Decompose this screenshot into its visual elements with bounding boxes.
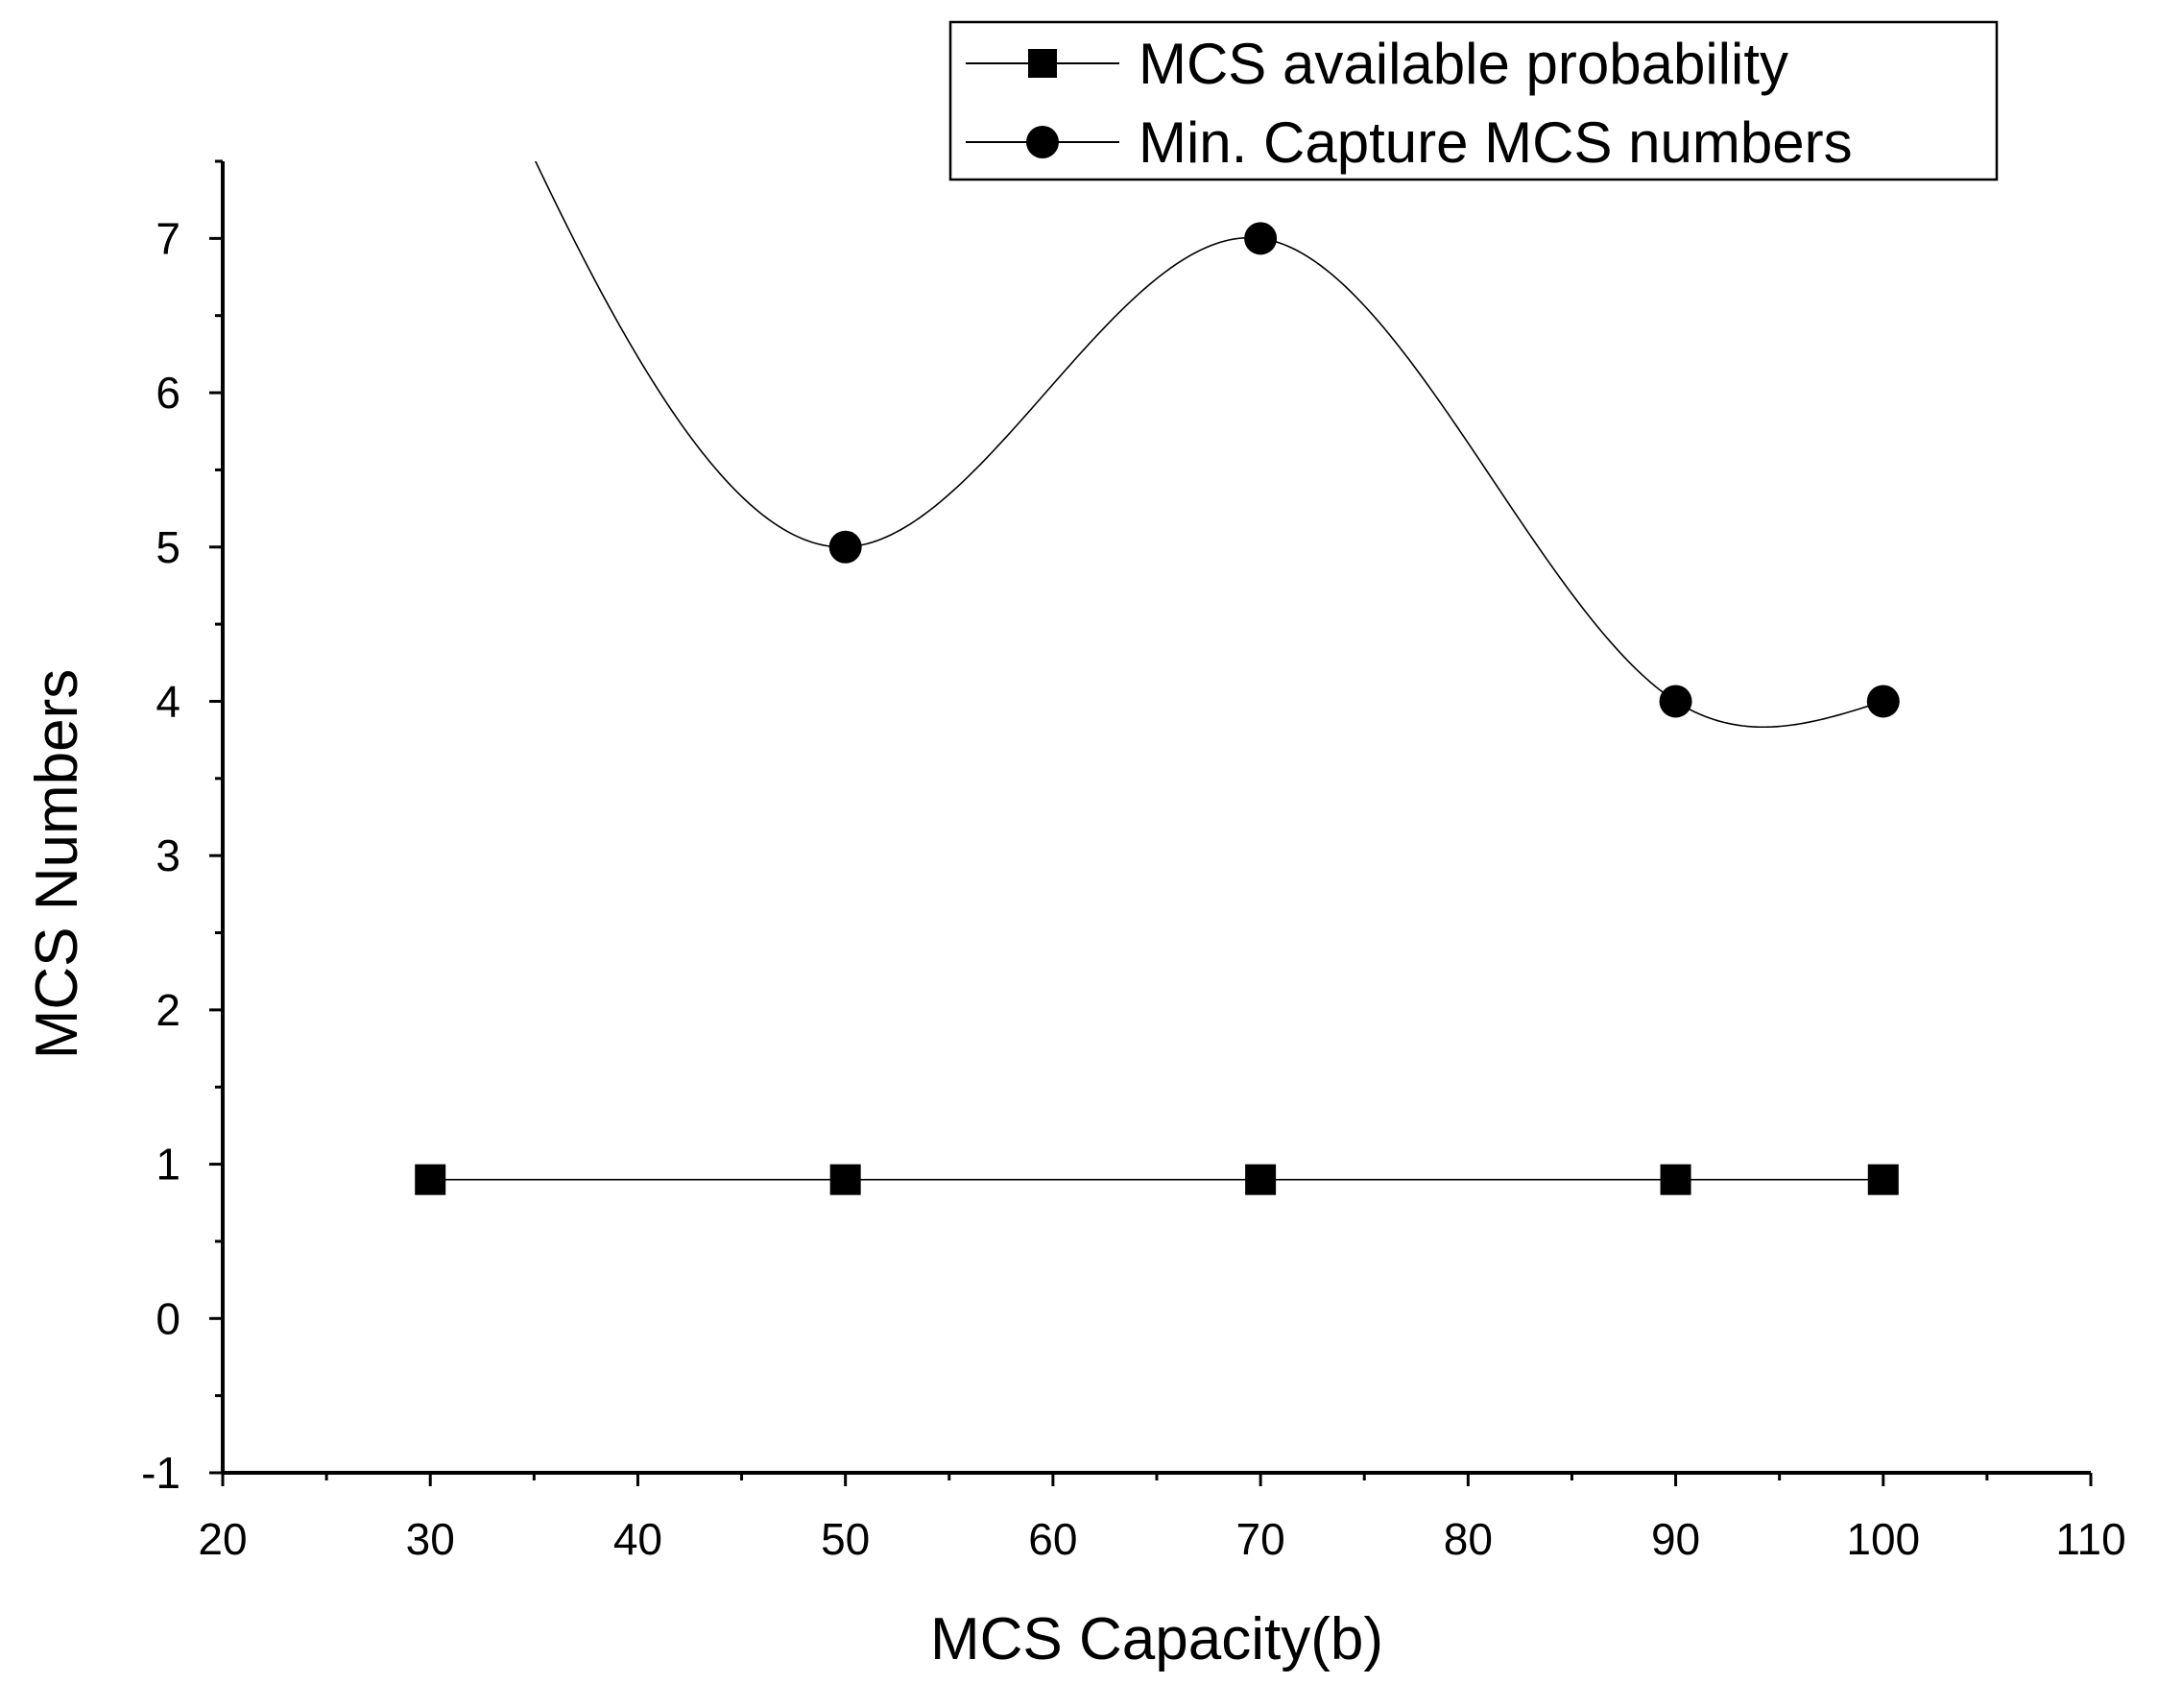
x-tick-label: 20	[198, 1514, 247, 1564]
y-axis-title: MCS Numbers	[24, 669, 90, 1060]
y-tick-label: 1	[156, 1140, 180, 1190]
circle-marker	[1244, 222, 1278, 255]
y-tick-label: 0	[156, 1293, 180, 1343]
y-tick-label: -1	[141, 1448, 180, 1498]
square-marker	[1867, 1164, 1899, 1195]
series-markers	[415, 222, 1900, 1195]
y-tick-label: 2	[156, 985, 180, 1035]
square-marker	[1660, 1164, 1691, 1195]
y-tick-label: 5	[156, 522, 180, 572]
circle-marker	[828, 530, 862, 564]
legend-label-circle: Min. Capture MCS numbers	[1139, 110, 1853, 175]
legend-square-marker	[1028, 49, 1057, 78]
circle-marker	[1659, 685, 1692, 718]
square-marker	[829, 1164, 861, 1195]
y-tick-label: 7	[156, 213, 180, 263]
y-tick-label: 3	[156, 830, 180, 880]
axes	[221, 161, 2091, 1475]
square-marker	[415, 1164, 446, 1195]
x-tick-label: 40	[613, 1514, 662, 1564]
x-axis-title: MCS Capacity(b)	[930, 1606, 1383, 1672]
plot-area	[415, 161, 1900, 1195]
y-tick-label: 4	[156, 676, 180, 726]
series-line-1	[534, 161, 1884, 729]
x-tick-label: 90	[1651, 1514, 1700, 1564]
x-tick-label: 100	[1846, 1514, 1920, 1564]
x-tick-label: 60	[1028, 1514, 1077, 1564]
legend-box	[948, 20, 1999, 181]
ticks: 20 30 40 50 60 70 80 90 100 110 -1 0 1 2 3 4 5 6 7	[141, 159, 2126, 1564]
x-tick-label: 70	[1236, 1514, 1285, 1564]
x-tick-label: 50	[821, 1514, 870, 1564]
x-tick-label: 80	[1444, 1514, 1493, 1564]
circle-marker	[1866, 685, 1900, 718]
legend-circle-marker	[1026, 126, 1059, 158]
square-marker	[1245, 1164, 1277, 1195]
x-tick-label: 30	[406, 1514, 455, 1564]
x-tick-label: 110	[2055, 1514, 2125, 1564]
y-tick-label: 6	[156, 368, 180, 418]
legend-label-square: MCS available probability	[1139, 32, 1788, 96]
legend: MCS available probability Min. Capture M…	[948, 20, 1999, 181]
